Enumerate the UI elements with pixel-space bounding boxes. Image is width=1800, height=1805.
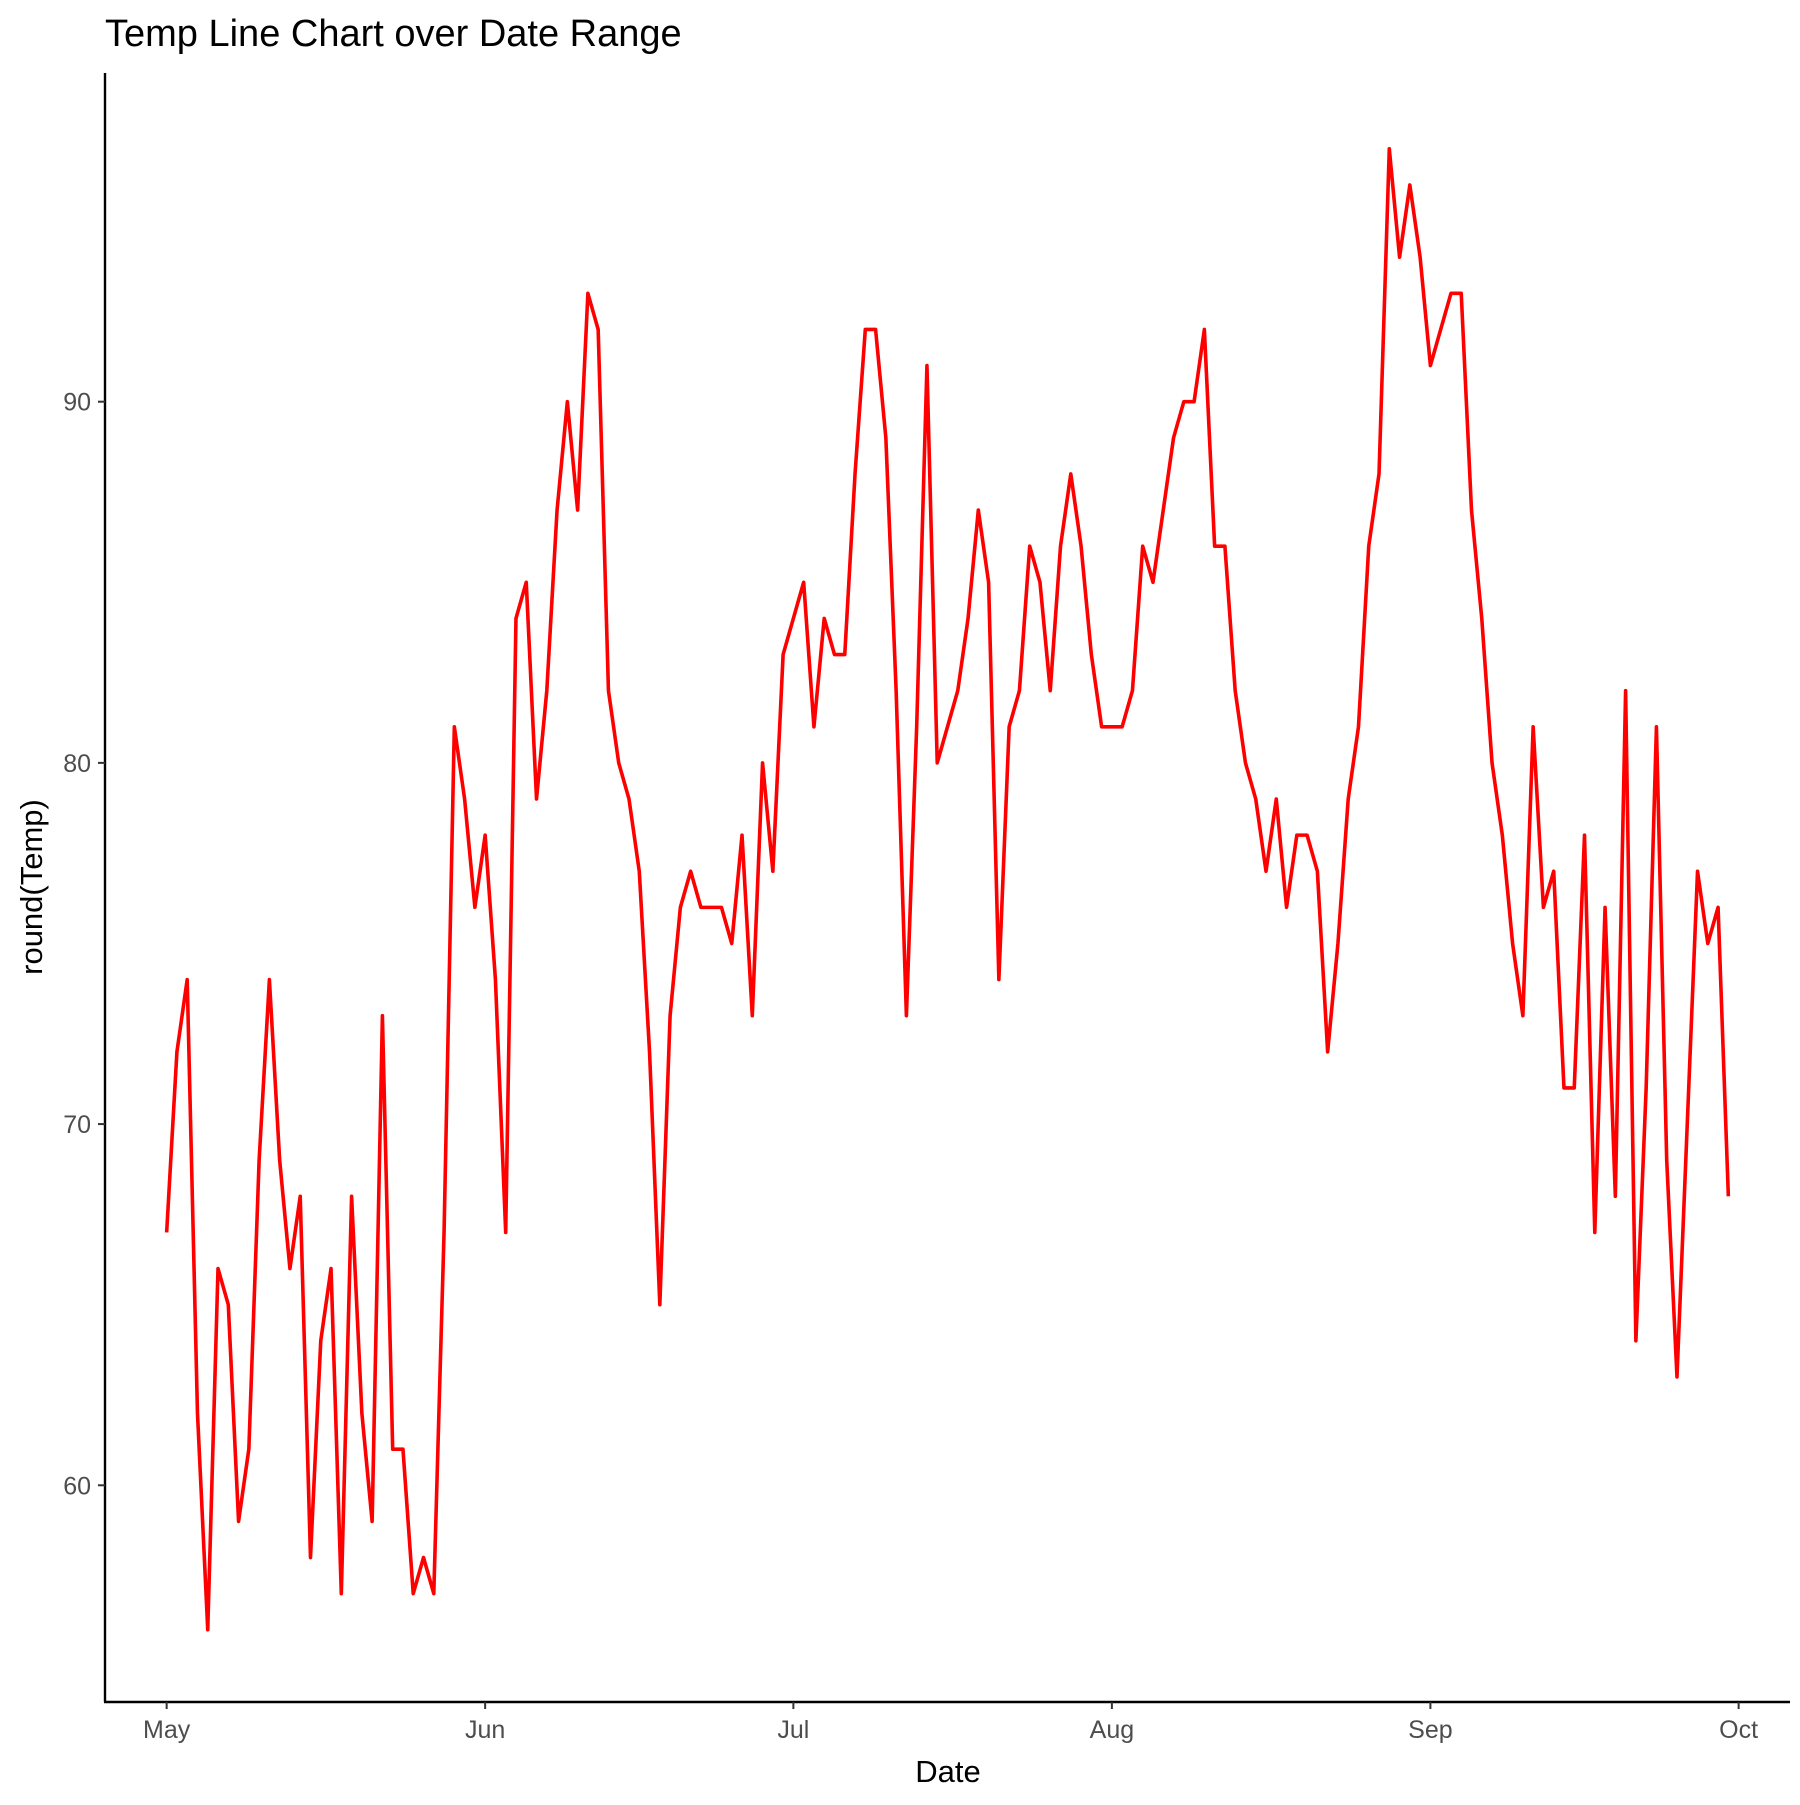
temp-series-line [164, 147, 1731, 1632]
y-tick-label: 80 [63, 750, 91, 778]
y-tick-label: 60 [63, 1472, 91, 1500]
x-tick-label: Oct [1719, 1716, 1758, 1744]
x-axis-title: Date [915, 1754, 980, 1789]
y-axis-ticks: 60 70 80 90 [63, 389, 105, 1500]
y-tick-label: 70 [63, 1111, 91, 1139]
x-tick-label: Jul [777, 1716, 809, 1744]
chart-title: Temp Line Chart over Date Range [105, 13, 682, 55]
x-tick-label: May [143, 1716, 191, 1744]
series-layer [164, 147, 1731, 1632]
y-tick-label: 90 [63, 389, 91, 417]
y-axis-title: round(Temp) [14, 799, 49, 975]
x-axis-ticks: May Jun Jul Aug Sep Oct [143, 1702, 1758, 1744]
x-tick-label: Aug [1090, 1716, 1134, 1744]
x-tick-label: Jun [465, 1716, 505, 1744]
x-tick-label: Sep [1408, 1716, 1452, 1744]
